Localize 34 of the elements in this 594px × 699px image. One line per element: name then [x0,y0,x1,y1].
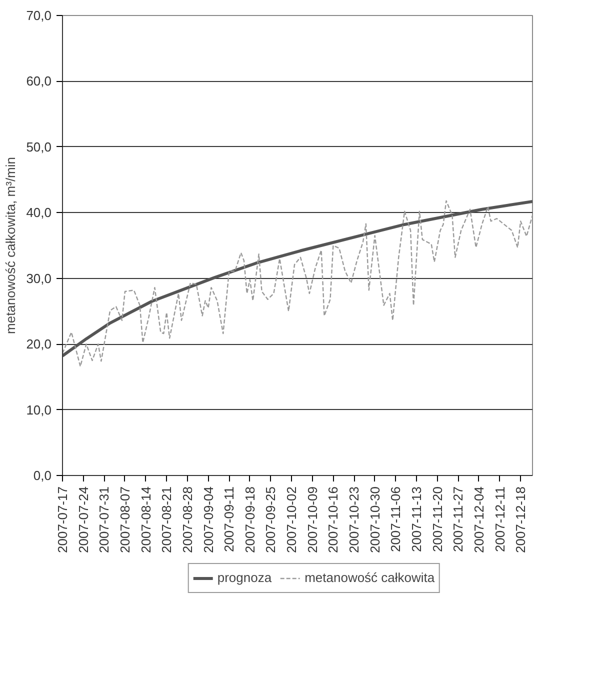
x-tick-label: 2007-07-17 [55,486,70,553]
x-tick-label: 2007-11-06 [388,486,404,552]
x-tick-label: 2007-08-14 [138,486,154,553]
legend-label: prognoza [217,570,272,585]
x-tick-label: 2007-07-31 [96,486,112,553]
x-tick-label: 2007-12-04 [471,486,486,553]
x-tick-label: 2007-10-09 [304,486,320,553]
y-tick-label: 50,0 [26,139,52,154]
x-tick-label: 2007-08-21 [159,486,174,553]
y-tick-label: 0,0 [33,468,52,483]
x-tick-label: 2007-09-11 [222,486,237,552]
y-tick-label: 20,0 [26,336,52,352]
x-tick-label: 2007-11-20 [430,486,445,552]
x-tick-label: 2007-10-02 [284,486,300,553]
y-tick-label: 10,0 [26,402,52,418]
y-axis-title: metanowość całkowita, m³/min [3,157,18,334]
y-tick-label: 70,0 [26,8,52,23]
x-tick-label: 2007-10-23 [346,486,362,553]
x-tick-label: 2007-12-11 [492,486,508,552]
x-tick-label: 2007-11-27 [450,486,466,552]
x-tick-label: 2007-08-28 [180,486,195,553]
y-tick-label: 60,0 [26,74,52,89]
y-tick-label: 40,0 [26,205,52,220]
x-tick-label: 2007-07-24 [76,486,91,553]
x-tick-label: 2007-10-30 [367,486,382,553]
legend-label: metanowość całkowita [304,570,435,585]
x-tick-label: 2007-09-25 [263,486,278,553]
x-tick-label: 2007-11-13 [408,486,424,552]
x-tick-label: 2007-12-18 [513,486,528,553]
y-tick-label: 30,0 [26,270,52,286]
x-tick-label: 2007-10-16 [326,486,341,553]
x-tick-label: 2007-09-04 [200,486,216,553]
x-tick-label: 2007-09-18 [242,486,258,553]
x-tick-label: 2007-08-07 [117,486,132,553]
